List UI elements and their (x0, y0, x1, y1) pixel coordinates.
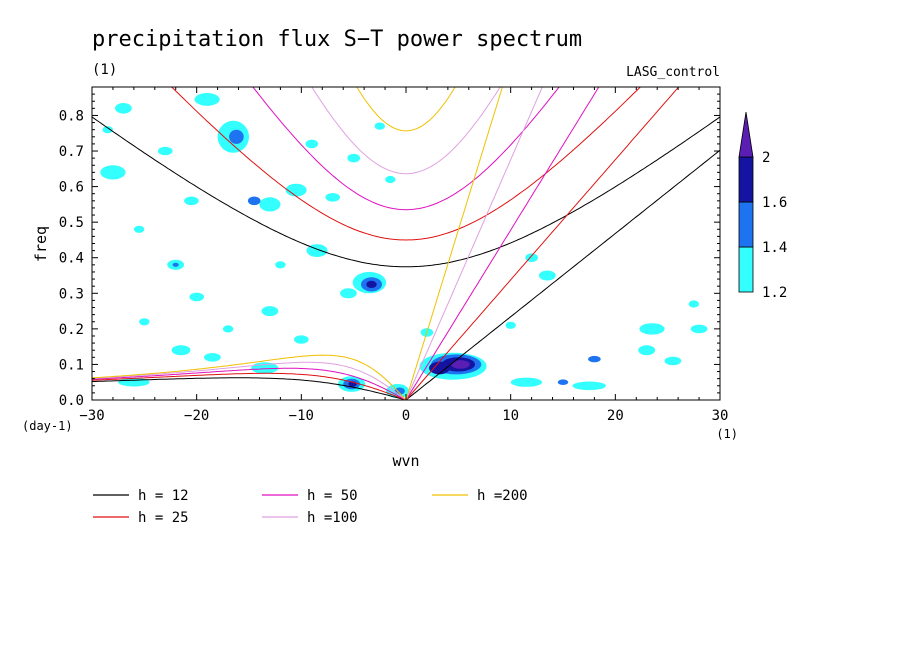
contour-blob (285, 183, 307, 197)
contour-blob (638, 345, 656, 356)
legend-label: h =100 (307, 510, 358, 526)
x-tick-label: −30 (79, 408, 104, 424)
legend-label: h = 25 (138, 510, 189, 526)
contour-blob (204, 353, 221, 362)
contour-fill-layer (100, 93, 708, 399)
x-tick-label: 30 (712, 408, 729, 424)
kelvin-wave-curve (405, 87, 543, 400)
rossby-wave-curve (92, 377, 407, 400)
colorbar-label: 1.2 (762, 285, 787, 301)
kelvin-wave-curve (405, 149, 720, 400)
contour-blob (305, 139, 319, 149)
legend-label: h = 12 (138, 488, 189, 504)
colorbar-label: 2 (762, 150, 770, 166)
contour-blob (557, 379, 569, 386)
contour-blob (325, 193, 341, 202)
rossby-wave-curve (92, 361, 407, 400)
contour-blob (222, 325, 234, 333)
contour-blob (505, 321, 516, 329)
contour-blob (189, 292, 204, 302)
contour-blob (184, 196, 199, 206)
contour-blob (429, 361, 450, 375)
contour-blob (115, 103, 132, 114)
rossby-wave-curve (92, 372, 407, 400)
y-tick-label: 0.2 (59, 322, 84, 338)
contour-blob (275, 261, 286, 269)
inertia-gravity-curve (170, 87, 642, 241)
axis-ticks: −30 −20 −10 0 10 20 30 0.0 0.1 0.2 0.3 0.4 0.5 0.6 0.7… (59, 87, 729, 424)
contour-blob (510, 377, 543, 387)
legend: h = 12 h = 25 h = 50 h =100 h =200 (93, 488, 528, 526)
y-unit-label: (day-1) (22, 419, 73, 433)
x-unit-label: (1) (716, 427, 738, 441)
inertia-gravity-curve (356, 87, 456, 132)
contour-blob (247, 196, 261, 206)
colorbar: 1.2 1.4 1.6 2 (738, 111, 787, 301)
inertia-gravity-curve (92, 116, 720, 268)
colorbar-extend-arrow (738, 111, 754, 158)
x-tick-label: −10 (289, 408, 314, 424)
y-axis-label: freq (32, 226, 50, 262)
y-tick-label: 0.8 (59, 108, 84, 124)
contour-blob (259, 197, 281, 212)
x-tick-label: 0 (402, 408, 410, 424)
contour-blob (102, 126, 113, 134)
chart-subtitle-right: LASG_control (626, 65, 720, 80)
dispersion-curve-layer (92, 87, 720, 400)
y-tick-label: 0.4 (59, 251, 84, 267)
kelvin-wave-curve (405, 87, 503, 400)
contour-blob (538, 270, 556, 281)
contour-blob (133, 225, 145, 233)
contour-blob (158, 146, 173, 156)
contour-blob (229, 129, 244, 144)
x-axis-label: wvn (392, 452, 419, 470)
contour-blob (100, 165, 126, 180)
contour-blob (690, 324, 708, 334)
contour-blob (347, 153, 361, 163)
chart-subtitle-left: (1) (92, 62, 117, 78)
x-tick-label: 10 (502, 408, 519, 424)
contour-blob (340, 288, 357, 299)
contour-blob (385, 175, 396, 184)
inertia-gravity-curve (311, 87, 501, 175)
contour-blob (588, 355, 601, 363)
rossby-wave-curve (92, 354, 407, 400)
contour-blob (194, 93, 220, 106)
contour-blob (639, 323, 665, 335)
x-tick-label: 20 (607, 408, 624, 424)
contour-blob (139, 318, 150, 326)
contour-blob (374, 122, 385, 130)
contour-blob (261, 306, 279, 317)
contour-blob (572, 381, 606, 391)
inertia-gravity-curve (252, 87, 560, 211)
x-tick-label: −20 (184, 408, 209, 424)
y-tick-label: 0.5 (59, 215, 84, 231)
colorbar-band (738, 246, 754, 293)
contour-blob (294, 335, 309, 344)
y-tick-label: 0.3 (59, 286, 84, 302)
kelvin-wave-curve (405, 87, 680, 400)
y-tick-label: 0.6 (59, 180, 84, 196)
chart-title: precipitation flux S−T power spectrum (92, 27, 582, 52)
rossby-wave-curve (92, 367, 407, 400)
colorbar-label: 1.4 (762, 240, 787, 256)
contour-blob (366, 280, 377, 288)
contour-blob (688, 300, 699, 308)
colorbar-band (738, 201, 754, 248)
legend-label: h = 50 (307, 488, 358, 504)
kelvin-wave-curve (405, 87, 600, 400)
y-tick-label: 0.1 (59, 357, 84, 373)
contour-blob (451, 360, 470, 369)
colorbar-band (738, 156, 754, 203)
contour-blob (172, 262, 179, 267)
contour-blob (664, 356, 682, 366)
y-tick-label: 0.7 (59, 144, 84, 160)
colorbar-label: 1.6 (762, 195, 787, 211)
contour-blob (171, 345, 191, 356)
y-tick-label: 0.0 (59, 393, 84, 409)
legend-label: h =200 (477, 488, 528, 504)
